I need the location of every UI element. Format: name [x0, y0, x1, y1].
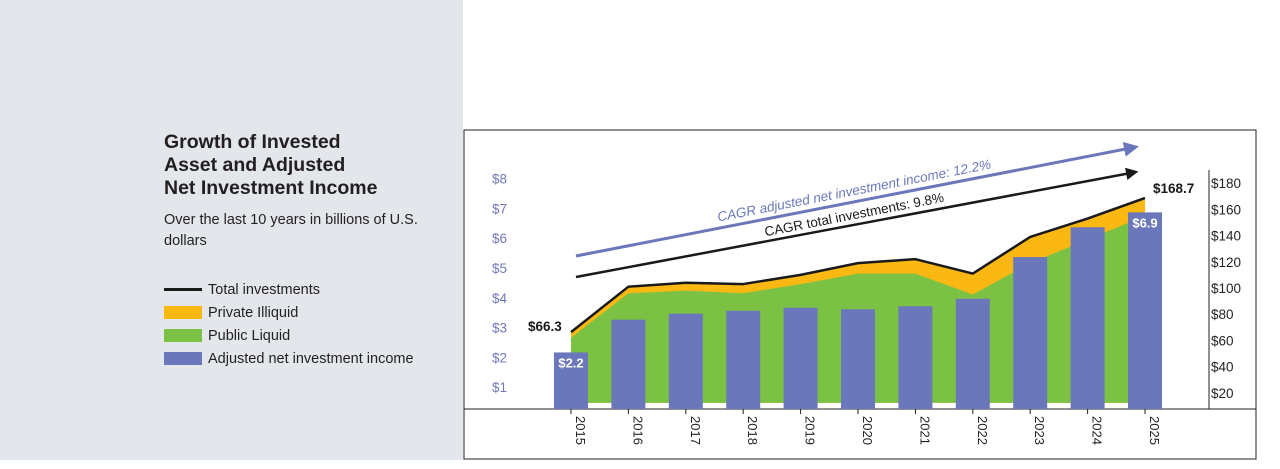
income-bar [668, 313, 703, 409]
legend-label: Public Liquid [208, 327, 291, 344]
legend-swatch [164, 352, 202, 365]
cagr-total-arrow [575, 167, 1139, 279]
x-tick-label: 2024 [1090, 416, 1105, 445]
right-tick-label: $160 [1211, 202, 1241, 217]
x-tick-label: 2016 [630, 416, 645, 445]
bar-value-label: $6.9 [1132, 215, 1157, 230]
x-tick-label: 2015 [573, 416, 588, 445]
left-tick-label: $8 [492, 172, 507, 187]
x-axis: 2015 2016 2017 2018 2019 2020 2021 2022 2023 2024… [570, 409, 1162, 445]
income-bar [1070, 227, 1105, 409]
x-tick-label: 2022 [975, 416, 990, 445]
legend: Total investments Private Illiquid Publi… [164, 278, 414, 370]
start-total-label: $66.3 [528, 319, 562, 334]
income-bar [554, 352, 588, 409]
x-tick-label: 2025 [1147, 416, 1162, 445]
x-tick-label: 2023 [1032, 416, 1047, 445]
total-investments-line [570, 196, 1146, 334]
chart-title-line: Growth of Invested [164, 131, 341, 153]
left-panel [0, 0, 463, 460]
chart-title-line: Net Investment Income [164, 177, 378, 199]
bars: $2.2 $6.9 [554, 212, 1162, 409]
right-axis: $20 $40 $60 $80 $100 $120 $140 $160 $180 [1211, 176, 1241, 401]
x-tick-label: 2017 [688, 416, 703, 445]
left-tick-label: $7 [492, 201, 507, 216]
right-tick-label: $180 [1211, 176, 1241, 191]
legend-item-private-illiquid: Private Illiquid [164, 301, 414, 324]
right-tick-label: $60 [1211, 333, 1234, 348]
x-tick-label: 2018 [745, 416, 760, 445]
left-tick-label: $3 [492, 321, 507, 336]
left-tick-label: $5 [492, 261, 507, 276]
left-axis: $1 $2 $3 $4 $5 $6 $7 $8 [492, 172, 508, 396]
right-tick-label: $140 [1211, 229, 1241, 244]
income-bar [898, 306, 933, 409]
income-bar [726, 310, 761, 409]
chart-title: Growth of Invested Asset and Adjusted Ne… [164, 131, 434, 200]
legend-item-adjusted-net-investment-income: Adjusted net investment income [164, 347, 414, 370]
legend-label: Private Illiquid [208, 304, 299, 321]
income-bar [611, 319, 646, 409]
right-tick-label: $80 [1211, 307, 1234, 322]
legend-swatch [164, 329, 202, 342]
income-bar [783, 307, 818, 409]
legend-item-total-investments: Total investments [164, 278, 414, 301]
x-tick-label: 2021 [917, 416, 932, 445]
left-tick-label: $6 [492, 231, 507, 246]
legend-swatch [164, 306, 202, 319]
right-tick-label: $20 [1211, 386, 1234, 401]
x-tick-label: 2019 [803, 416, 818, 445]
legend-swatch [164, 288, 202, 291]
x-tick-label: 2020 [860, 416, 875, 445]
chart-title-line: Asset and Adjusted [164, 154, 346, 176]
income-bar [841, 309, 875, 409]
legend-label: Adjusted net investment income [208, 350, 414, 367]
left-tick-label: $4 [492, 291, 508, 306]
end-total-label: $168.7 [1153, 181, 1194, 196]
chart-subtitle: Over the last 10 years in billions of U.… [164, 212, 418, 249]
right-tick-label: $100 [1211, 281, 1241, 296]
cagr-income-arrow [575, 141, 1139, 258]
bar-value-label: $2.2 [558, 355, 583, 370]
right-tick-label: $40 [1211, 360, 1234, 375]
income-bar [1013, 257, 1048, 409]
left-tick-label: $1 [492, 380, 507, 395]
right-tick-label: $120 [1211, 255, 1241, 270]
plot-frame [463, 129, 1257, 460]
income-bar [1128, 212, 1162, 409]
total-investments-polyline [570, 196, 1146, 334]
income-bar [955, 298, 990, 409]
left-tick-label: $2 [492, 350, 507, 365]
legend-label: Total investments [208, 281, 321, 298]
legend-item-public-liquid: Public Liquid [164, 324, 414, 347]
